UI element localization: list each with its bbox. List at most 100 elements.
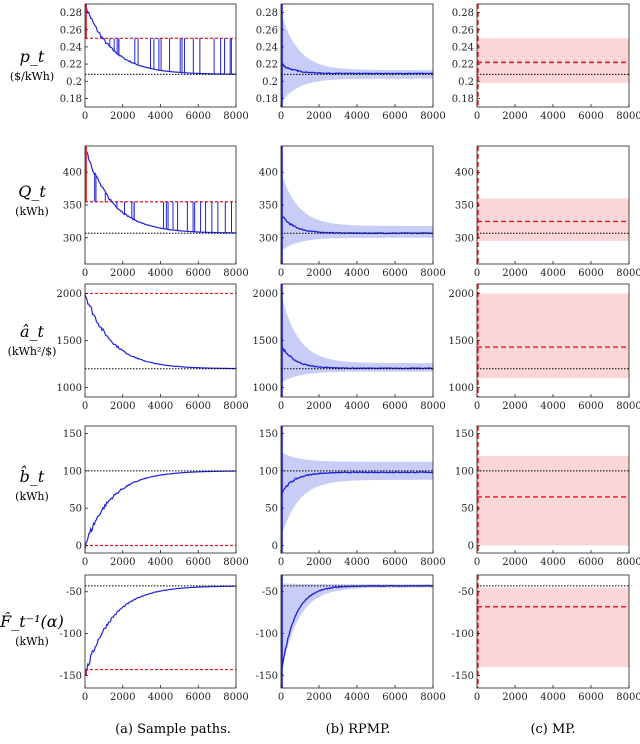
ytick-label: 350 (259, 201, 278, 212)
ytick-label: -50 (66, 587, 82, 598)
mp-confidence-band (477, 587, 629, 668)
mp-confidence-band (477, 198, 629, 242)
ylabel-a: â_t (20, 322, 45, 341)
ytick-label: 300 (259, 233, 278, 244)
xtick-label: 2000 (110, 692, 135, 703)
xtick-label: 0 (278, 401, 284, 412)
plot-area (85, 146, 236, 234)
axes-frame (84, 145, 237, 265)
panel-p-b: 0.18 0.2 0.22 0.24 0.26 0.28 0 2000 4000 6000 8000 (256, 3, 446, 122)
plot-area (281, 575, 433, 688)
ytick-label: 150 (259, 429, 278, 440)
xtick-label: 2000 (306, 557, 331, 568)
ytick-label: -50 (262, 587, 278, 598)
plot-area (281, 4, 433, 107)
xtick-label: 4000 (540, 692, 565, 703)
xtick-label: 6000 (578, 111, 603, 122)
xtick-label: 8000 (616, 692, 640, 703)
ylabel-F: F̂_t⁻¹(α) (0, 612, 64, 631)
ytick-label: -150 (60, 671, 82, 682)
xtick-label: 4000 (540, 111, 565, 122)
xtick-label: 0 (278, 111, 284, 122)
plot-area (477, 146, 629, 264)
ylabel-b: b̂_t (20, 466, 45, 486)
xtick-label: 2000 (110, 557, 135, 568)
xtick-label: 6000 (186, 268, 211, 279)
xtick-label: 4000 (148, 111, 173, 122)
panel-a-a: 1000 1500 2000 0 2000 4000 6000 8000 (57, 283, 249, 412)
xtick-label: 0 (278, 692, 284, 703)
xtick-label: 0 (82, 692, 88, 703)
panel-b-a: 0 50 100 150 0 2000 4000 6000 8000 (63, 425, 249, 568)
xtick-label: 6000 (578, 692, 603, 703)
ytick-label: 1500 (253, 336, 278, 347)
axes-frame (84, 574, 237, 689)
ytick-label: 100 (259, 466, 278, 477)
ytick-label: 0 (468, 541, 474, 552)
ytick-label: 0.2 (458, 77, 474, 88)
axes-frame (280, 145, 434, 265)
ytick-label: 0.26 (256, 25, 278, 36)
rpmp-confidence-band (281, 583, 433, 676)
ytick-label: 50 (265, 504, 278, 515)
xtick-label: 0 (82, 268, 88, 279)
rpmp-confidence-band (281, 172, 433, 251)
xtick-label: 2000 (110, 401, 135, 412)
ylabel-unit-Q: (kWh) (15, 205, 49, 218)
xtick-label: 6000 (186, 111, 211, 122)
ytick-label: 0.18 (452, 94, 474, 105)
plot-area (281, 426, 433, 553)
plot-area (477, 426, 629, 553)
ytick-label: 400 (63, 168, 82, 179)
ytick-label: 2000 (57, 289, 82, 300)
xtick-label: 8000 (223, 401, 248, 412)
ytick-label: 1000 (57, 383, 82, 394)
ytick-label: 150 (455, 429, 474, 440)
xtick-label: 6000 (578, 401, 603, 412)
xtick-label: 2000 (306, 692, 331, 703)
xtick-label: 8000 (616, 268, 640, 279)
xtick-label: 0 (474, 692, 480, 703)
rpmp-confidence-band (281, 293, 433, 383)
xtick-label: 0 (474, 268, 480, 279)
xtick-label: 4000 (148, 401, 173, 412)
blue-sample-path (85, 294, 236, 370)
panel-a-b: 1000 1500 2000 0 2000 4000 6000 8000 (253, 283, 446, 412)
xtick-label: 4000 (148, 268, 173, 279)
ytick-label: 0.2 (262, 77, 278, 88)
blue-sample-path (85, 148, 236, 234)
panel-p-a: 0.18 0.2 0.22 0.24 0.26 0.28 0 2000 4000 6000 8000 (60, 3, 249, 122)
xtick-label: 6000 (382, 268, 407, 279)
xtick-label: 8000 (420, 111, 445, 122)
ytick-label: 0.22 (256, 60, 278, 71)
blue-sample-path (85, 4, 236, 75)
ytick-label: 1000 (253, 383, 278, 394)
xtick-label: 2000 (306, 401, 331, 412)
xtick-label: 6000 (382, 692, 407, 703)
xtick-label: 6000 (578, 557, 603, 568)
xtick-label: 4000 (540, 557, 565, 568)
ytick-label: 0.2 (66, 77, 82, 88)
xtick-label: 8000 (616, 401, 640, 412)
xtick-label: 4000 (344, 111, 369, 122)
xtick-label: 4000 (148, 557, 173, 568)
xtick-label: 2000 (502, 692, 527, 703)
xtick-label: 4000 (344, 268, 369, 279)
ytick-label: 400 (455, 168, 474, 179)
subcaption-a: (a) Sample paths. (115, 722, 231, 737)
ytick-label: 0.24 (256, 42, 278, 53)
rpmp-mean-line (281, 471, 433, 494)
xtick-label: 0 (82, 401, 88, 412)
ytick-label: 0.18 (60, 94, 82, 105)
ytick-label: 2000 (449, 289, 474, 300)
panel-F-a: -150 -100 -50 0 2000 4000 6000 8000 (60, 574, 249, 703)
xtick-label: 4000 (540, 401, 565, 412)
panel-a-c: 1000 1500 2000 0 2000 4000 6000 8000 (449, 283, 640, 412)
ytick-label: 0 (76, 541, 82, 552)
blue-sample-path (85, 470, 236, 550)
ytick-label: -50 (458, 587, 474, 598)
xtick-label: 2000 (502, 401, 527, 412)
xtick-label: 0 (278, 268, 284, 279)
